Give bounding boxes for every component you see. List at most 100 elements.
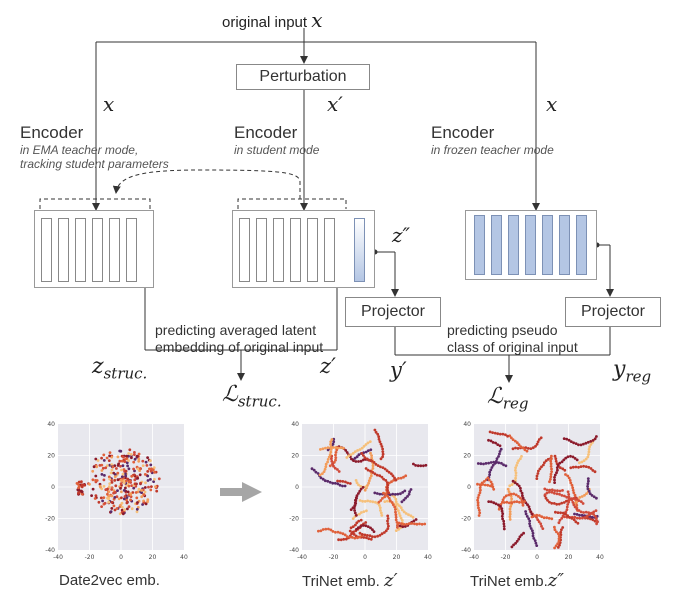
scatter-point <box>152 480 155 483</box>
encoder-layer <box>559 215 570 275</box>
scatter-point <box>558 461 562 465</box>
scatter-point <box>415 522 419 526</box>
scatter-point <box>559 530 563 534</box>
scatter-point <box>132 473 136 477</box>
scatter-point <box>569 440 573 443</box>
scatter-point <box>359 485 363 488</box>
scatter-point <box>577 509 581 512</box>
scatter-point <box>364 450 368 454</box>
scatter-point <box>520 455 523 458</box>
scatter-point <box>402 475 405 479</box>
scatter-point <box>372 530 376 533</box>
scatter-point <box>490 466 494 469</box>
scatter-point <box>586 477 590 480</box>
scatter-point <box>484 462 488 465</box>
scatter-point <box>394 529 398 532</box>
scatter-point <box>319 529 323 533</box>
scatter-point <box>487 500 491 503</box>
scatter-point <box>324 462 328 466</box>
scatter-point <box>369 526 372 530</box>
scatter-point <box>550 488 554 492</box>
scatter-point <box>100 473 104 476</box>
scatter-point <box>595 496 598 500</box>
scatter-point <box>478 483 482 487</box>
struc-caption: predicting averaged latent embedding of … <box>155 322 323 356</box>
scatter-point <box>528 522 531 525</box>
scatter-point <box>77 486 80 490</box>
scatter-point <box>386 486 389 490</box>
scatter-point <box>128 448 132 452</box>
scatter-point <box>386 483 390 487</box>
scatter-point <box>502 522 506 526</box>
scatter-point <box>537 469 540 473</box>
scatter-point <box>501 498 505 502</box>
scatter-point <box>589 517 592 521</box>
scatter-point <box>330 457 333 461</box>
scatter-point <box>498 432 502 436</box>
scatter-point <box>399 516 403 520</box>
scatter-point <box>488 473 491 477</box>
projector-box-teacher: Projector <box>565 297 661 327</box>
scatter-point <box>514 446 517 450</box>
scatter-point <box>402 523 406 526</box>
scatter-point <box>496 443 500 446</box>
scatter-point <box>117 497 121 501</box>
scatter-point <box>138 467 142 470</box>
scatter-point <box>370 459 374 463</box>
scatter-point <box>399 476 403 480</box>
scatter-point <box>561 511 565 515</box>
scatter-point <box>555 466 559 469</box>
scatter-point <box>585 514 589 518</box>
scatter-point <box>546 457 550 461</box>
scatter-point <box>358 531 362 535</box>
scatter-point <box>406 495 409 498</box>
scatter-point <box>125 501 129 505</box>
scatter-point <box>519 489 523 493</box>
scatter-point <box>489 439 493 443</box>
scatter-point <box>383 531 386 534</box>
scatter-point <box>542 463 545 467</box>
scatter-point <box>591 518 595 522</box>
scatter-point <box>374 500 377 504</box>
scatter-point <box>595 519 599 523</box>
scatter-point <box>531 531 535 535</box>
scatter-point <box>326 479 330 483</box>
scatter-point <box>122 455 125 459</box>
scatter-point <box>149 469 153 473</box>
branch-var-left: x <box>103 92 115 116</box>
loss-struc-sub: struc. <box>237 392 282 411</box>
scatter-point <box>331 530 335 533</box>
scatter-point <box>369 448 373 452</box>
scatter-point <box>508 434 512 438</box>
scatter-point <box>360 533 364 536</box>
scatter-point <box>141 459 145 463</box>
scatter-point <box>329 443 332 446</box>
scatter-point <box>586 487 590 491</box>
scatter-point <box>552 502 556 505</box>
loss-struc-label: ℒstruc. <box>222 382 282 410</box>
scatter-point <box>587 465 591 469</box>
scatter-point <box>514 493 518 497</box>
scatter-point <box>126 490 130 494</box>
scatter-point <box>103 501 107 505</box>
scatter-point <box>141 464 145 467</box>
scatter-point <box>582 511 585 514</box>
scatter-point <box>528 519 532 523</box>
scatter-point <box>535 515 538 519</box>
encoder-layer <box>109 218 120 282</box>
scatter-point <box>338 479 342 483</box>
scatter-point <box>573 493 577 497</box>
scatter-point <box>374 430 378 434</box>
scatter-point <box>548 500 551 504</box>
scatter-point <box>120 496 123 500</box>
scatter-point <box>343 533 347 537</box>
struc-caption-line-1: predicting averaged latent <box>155 322 317 338</box>
scatter-point <box>595 522 598 526</box>
scatter-point <box>369 469 372 473</box>
scatter-point <box>476 482 479 486</box>
scatter-point <box>379 511 383 515</box>
scatter-point <box>116 471 120 475</box>
original-input-label: original input x <box>222 8 323 32</box>
scatter-point <box>407 492 411 496</box>
scatter-point <box>139 481 142 485</box>
